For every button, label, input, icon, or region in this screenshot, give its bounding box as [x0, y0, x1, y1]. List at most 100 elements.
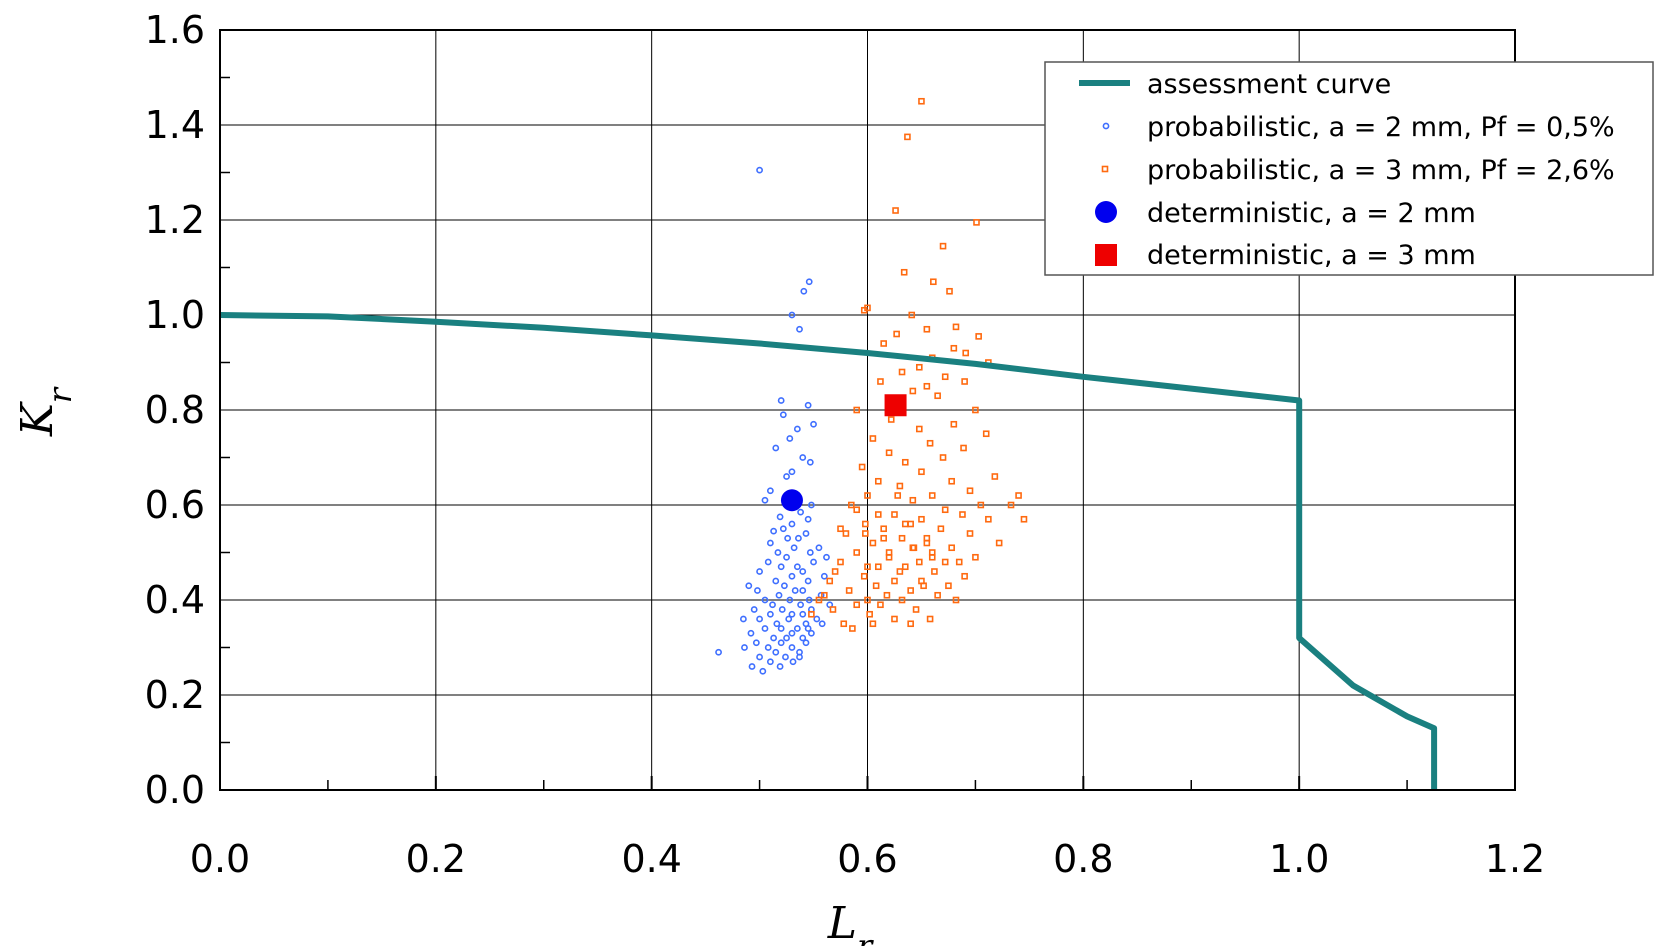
data-point-probabilistic-3mm — [909, 496, 917, 504]
y-tick-label: 0.2 — [145, 673, 205, 717]
data-point-probabilistic-2mm — [783, 634, 790, 642]
data-point-probabilistic-2mm — [807, 629, 815, 637]
data-point-probabilistic-3mm — [862, 520, 869, 528]
data-point-probabilistic-3mm — [900, 268, 908, 276]
data-point-probabilistic-3mm — [896, 482, 904, 490]
data-point-probabilistic-2mm — [796, 653, 803, 661]
data-point-probabilistic-2mm — [804, 515, 812, 523]
data-point-probabilistic-3mm — [864, 563, 871, 571]
data-point-probabilistic-3mm — [880, 534, 887, 542]
data-point-probabilistic-3mm — [842, 530, 850, 537]
data-point-probabilistic-3mm — [853, 406, 861, 414]
data-point-probabilistic-3mm — [860, 306, 868, 314]
y-tick-label: 1.4 — [145, 103, 205, 147]
data-point-probabilistic-3mm — [880, 340, 887, 347]
data-point-probabilistic-3mm — [973, 219, 980, 226]
data-point-probabilistic-2mm — [772, 444, 780, 452]
data-point-probabilistic-2mm — [756, 615, 763, 623]
data-point-probabilistic-2mm — [793, 625, 801, 632]
y-tick-label: 0.0 — [145, 768, 205, 812]
data-point-probabilistic-2mm — [745, 582, 753, 590]
legend-label-probabilistic-3mm: probabilistic, a = 3 mm, Pf = 2,6% — [1147, 155, 1615, 186]
legend-label-deterministic-2mm: deterministic, a = 2 mm — [1147, 198, 1476, 229]
data-point-probabilistic-3mm — [934, 591, 941, 599]
data-point-probabilistic-3mm — [826, 577, 834, 585]
data-point-probabilistic-2mm — [800, 287, 808, 295]
data-point-probabilistic-2mm — [776, 513, 784, 521]
y-axis-title-text: Kr — [12, 386, 79, 437]
data-point-probabilistic-3mm — [985, 515, 992, 523]
y-tick-label: 0.6 — [145, 483, 205, 527]
assessment-curve-line — [219, 312, 1438, 790]
data-point-probabilistic-2mm — [797, 601, 804, 609]
data-point-probabilistic-3mm — [941, 506, 949, 514]
data-point-probabilistic-2mm — [784, 534, 792, 542]
data-point-probabilistic-3mm — [891, 511, 898, 518]
data-point-probabilistic-2mm — [810, 558, 817, 566]
data-point-probabilistic-3mm — [982, 430, 990, 438]
data-point-probabilistic-3mm — [898, 368, 906, 376]
data-point-probabilistic-3mm — [930, 278, 937, 286]
data-point-probabilistic-2mm — [773, 620, 781, 628]
legend: assessment curve probabilistic, a = 2 mm… — [1044, 61, 1654, 276]
data-point-probabilistic-3mm — [962, 349, 970, 357]
data-point-probabilistic-2mm — [754, 587, 761, 594]
data-point-probabilistic-2mm — [772, 577, 780, 585]
data-point-probabilistic-2mm — [806, 549, 814, 556]
data-point-probabilistic-2mm — [805, 278, 813, 286]
data-point-probabilistic-3mm — [1007, 501, 1015, 509]
data-point-probabilistic-3mm — [891, 615, 898, 623]
data-point-probabilistic-3mm — [864, 596, 871, 604]
data-point-probabilistic-3mm — [821, 591, 828, 599]
data-point-probabilistic-2mm — [804, 401, 812, 409]
data-point-probabilistic-2mm — [766, 539, 774, 547]
data-point-probabilistic-2mm — [806, 458, 814, 466]
data-point-probabilistic-3mm — [887, 416, 895, 423]
data-point-probabilistic-3mm — [912, 606, 920, 613]
data-point-probabilistic-3mm — [908, 311, 916, 319]
data-point-probabilistic-2mm — [774, 549, 782, 556]
legend-swatch-probabilistic-3mm — [1101, 165, 1109, 173]
data-point-probabilistic-2mm — [766, 658, 774, 666]
x-tick-label: 0.6 — [837, 837, 897, 881]
x-tick-label: 1.0 — [1269, 837, 1329, 881]
data-point-probabilistic-3mm — [909, 387, 917, 395]
deterministic-points — [780, 394, 907, 512]
data-point-probabilistic-2mm — [788, 610, 796, 618]
data-point-probabilistic-2mm — [747, 629, 755, 637]
data-point-probabilistic-3mm — [966, 530, 974, 537]
y-tick-label: 1.2 — [145, 198, 205, 242]
data-point-probabilistic-2mm — [818, 620, 826, 628]
data-point-probabilistic-3mm — [837, 558, 844, 566]
data-point-probabilistic-3mm — [1020, 515, 1028, 523]
data-point-probabilistic-3mm — [918, 515, 925, 523]
data-point-probabilistic-2mm — [807, 501, 815, 509]
data-point-probabilistic-2mm — [777, 563, 785, 571]
data-point-probabilistic-3mm — [977, 501, 985, 509]
data-point-probabilistic-3mm — [939, 242, 947, 250]
y-tick-label: 1.0 — [145, 293, 205, 337]
x-axis-title-text: Lr — [827, 898, 874, 946]
y-axis-title: Kr — [12, 386, 79, 437]
data-point-probabilistic-2mm — [791, 587, 799, 594]
data-point-probabilistic-2mm — [748, 663, 756, 670]
deterministic-point-3mm — [884, 394, 907, 417]
data-point-probabilistic-3mm — [840, 620, 848, 628]
data-point-probabilistic-2mm — [789, 658, 797, 666]
data-point-probabilistic-2mm — [788, 572, 796, 580]
data-point-probabilistic-2mm — [799, 634, 807, 642]
data-point-probabilistic-3mm — [869, 435, 877, 442]
x-tick-label: 0.0 — [190, 837, 250, 881]
x-tick-label: 0.4 — [621, 837, 681, 881]
data-point-probabilistic-3mm — [869, 620, 877, 628]
data-point-probabilistic-2mm — [790, 544, 798, 552]
data-point-probabilistic-2mm — [804, 577, 812, 585]
data-point-probabilistic-3mm — [915, 425, 923, 433]
data-point-probabilistic-3mm — [926, 439, 934, 447]
data-point-probabilistic-3mm — [923, 539, 931, 547]
data-point-probabilistic-3mm — [853, 601, 861, 609]
data-point-probabilistic-3mm — [923, 382, 931, 390]
data-point-probabilistic-3mm — [849, 625, 856, 632]
data-point-probabilistic-2mm — [783, 553, 790, 561]
data-point-probabilistic-3mm — [918, 468, 925, 476]
